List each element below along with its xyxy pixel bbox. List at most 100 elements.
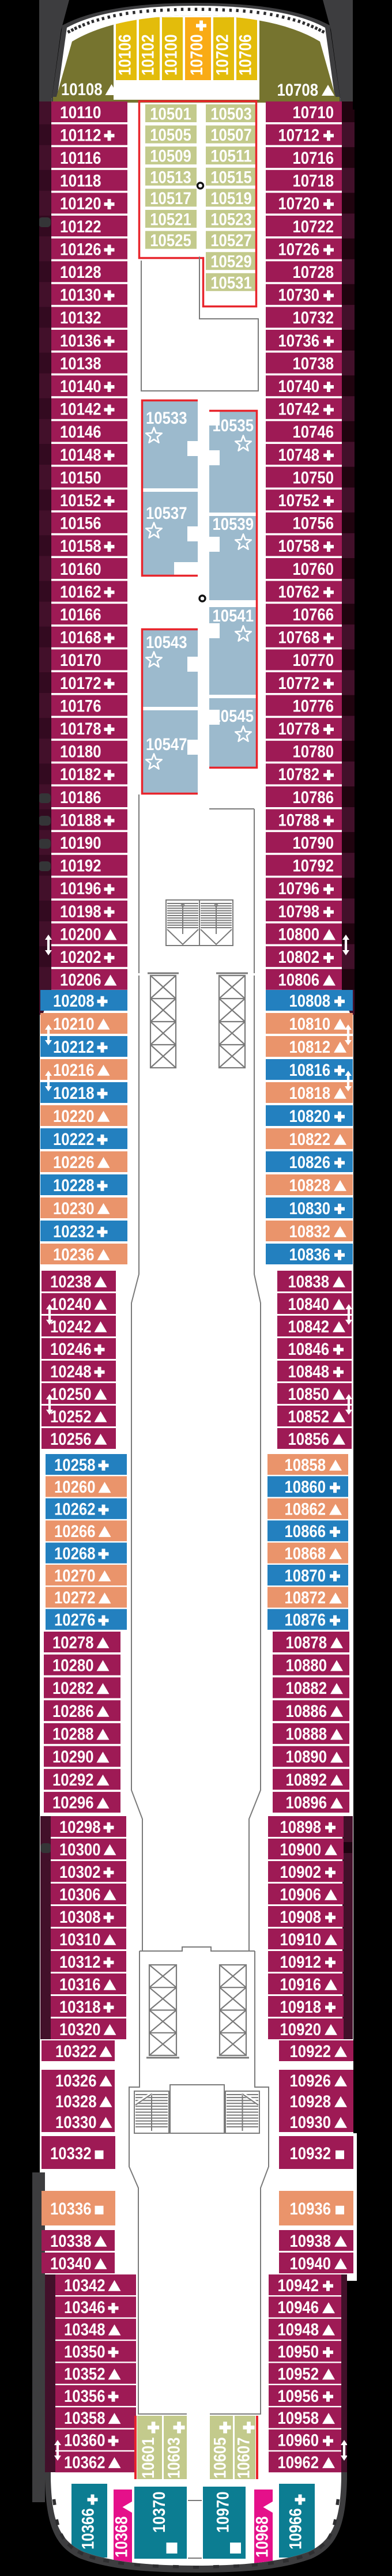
svg-text:10798: 10798	[278, 902, 320, 921]
svg-text:10968: 10968	[253, 2517, 272, 2558]
svg-text:10806: 10806	[278, 971, 320, 990]
svg-text:10942: 10942	[278, 2276, 319, 2295]
svg-text:10822: 10822	[289, 1130, 331, 1149]
svg-text:10928: 10928	[290, 2092, 331, 2111]
svg-text:10748: 10748	[278, 446, 320, 465]
svg-text:10706: 10706	[236, 35, 255, 76]
svg-text:10862: 10862	[285, 1500, 326, 1519]
svg-text:10202: 10202	[60, 948, 101, 967]
svg-text:10832: 10832	[289, 1222, 331, 1241]
svg-text:10360: 10360	[64, 2431, 105, 2450]
svg-text:10946: 10946	[278, 2298, 319, 2317]
svg-text:10308: 10308	[59, 1908, 101, 1927]
svg-text:10126: 10126	[60, 240, 101, 259]
svg-text:10150: 10150	[60, 468, 101, 487]
svg-text:10240: 10240	[50, 1295, 92, 1314]
svg-text:10292: 10292	[52, 1771, 94, 1790]
svg-text:10926: 10926	[290, 2072, 331, 2091]
svg-text:10112: 10112	[60, 126, 101, 145]
svg-text:10539: 10539	[213, 515, 254, 534]
svg-text:10336: 10336	[50, 2200, 92, 2219]
svg-text:10908: 10908	[280, 1908, 322, 1927]
svg-text:10501: 10501	[150, 105, 191, 124]
svg-text:10236: 10236	[53, 1245, 95, 1264]
svg-text:10282: 10282	[52, 1679, 94, 1698]
svg-text:10256: 10256	[50, 1430, 92, 1449]
svg-text:10910: 10910	[280, 1930, 322, 1949]
svg-text:10547: 10547	[146, 735, 187, 754]
svg-text:10818: 10818	[289, 1084, 331, 1103]
svg-text:10152: 10152	[60, 491, 101, 510]
svg-text:10762: 10762	[278, 582, 320, 601]
svg-text:10310: 10310	[59, 1930, 101, 1949]
svg-text:10850: 10850	[288, 1385, 330, 1404]
svg-text:10507: 10507	[210, 126, 252, 145]
svg-text:10770: 10770	[293, 651, 334, 670]
svg-text:10362: 10362	[64, 2453, 105, 2472]
svg-text:10966: 10966	[287, 2509, 306, 2550]
svg-text:10300: 10300	[59, 1840, 101, 1859]
svg-text:10521: 10521	[150, 210, 191, 229]
svg-text:10128: 10128	[60, 263, 101, 282]
svg-text:10800: 10800	[278, 925, 320, 944]
svg-text:10856: 10856	[288, 1430, 330, 1449]
svg-text:10170: 10170	[60, 651, 101, 670]
svg-text:10306: 10306	[59, 1885, 101, 1904]
svg-text:10192: 10192	[60, 857, 101, 876]
svg-text:10710: 10710	[293, 103, 334, 122]
svg-text:10828: 10828	[289, 1176, 331, 1195]
svg-text:10892: 10892	[286, 1771, 327, 1790]
svg-text:10196: 10196	[60, 879, 101, 898]
svg-text:10730: 10730	[278, 286, 320, 305]
svg-text:10200: 10200	[60, 925, 101, 944]
svg-text:10922: 10922	[290, 2042, 331, 2061]
svg-text:10118: 10118	[60, 172, 101, 191]
svg-text:10788: 10788	[278, 811, 320, 830]
svg-text:10537: 10537	[146, 504, 187, 523]
svg-text:10601: 10601	[139, 2438, 158, 2479]
svg-text:10268: 10268	[54, 1544, 96, 1563]
svg-text:10322: 10322	[55, 2042, 97, 2061]
svg-text:10776: 10776	[293, 696, 334, 715]
svg-text:10746: 10746	[293, 423, 334, 442]
svg-text:10122: 10122	[60, 217, 101, 236]
svg-text:10276: 10276	[54, 1611, 96, 1630]
svg-text:10718: 10718	[293, 172, 334, 191]
svg-text:10603: 10603	[165, 2438, 184, 2479]
svg-text:10120: 10120	[60, 194, 101, 213]
svg-text:10262: 10262	[54, 1500, 96, 1519]
svg-text:10320: 10320	[59, 2020, 101, 2039]
svg-text:10250: 10250	[50, 1385, 92, 1404]
svg-text:10533: 10533	[146, 409, 187, 428]
svg-text:10370: 10370	[150, 2492, 169, 2533]
svg-text:10162: 10162	[60, 582, 101, 601]
svg-text:10708: 10708	[277, 81, 319, 100]
svg-text:10750: 10750	[293, 468, 334, 487]
svg-text:10758: 10758	[278, 537, 320, 556]
svg-text:10368: 10368	[112, 2517, 131, 2558]
svg-text:10517: 10517	[150, 189, 191, 208]
svg-text:10168: 10168	[60, 628, 101, 647]
svg-text:10511: 10511	[210, 147, 252, 166]
svg-text:10178: 10178	[60, 720, 101, 739]
svg-text:10736: 10736	[278, 332, 320, 351]
svg-text:10900: 10900	[280, 1840, 322, 1859]
svg-text:10330: 10330	[55, 2113, 97, 2132]
svg-text:10132: 10132	[60, 308, 101, 327]
svg-text:10296: 10296	[52, 1794, 94, 1813]
svg-text:10605: 10605	[211, 2438, 230, 2479]
svg-text:10136: 10136	[60, 332, 101, 351]
svg-text:10860: 10860	[285, 1478, 326, 1497]
svg-text:10738: 10738	[293, 354, 334, 373]
svg-text:10772: 10772	[278, 674, 320, 693]
svg-text:10298: 10298	[59, 1818, 101, 1837]
svg-text:10190: 10190	[60, 834, 101, 853]
svg-text:10728: 10728	[293, 263, 334, 282]
svg-text:10938: 10938	[290, 2232, 331, 2251]
svg-text:10740: 10740	[278, 377, 320, 396]
svg-text:10700: 10700	[187, 35, 206, 76]
svg-text:10830: 10830	[289, 1199, 331, 1218]
svg-text:10878: 10878	[286, 1633, 327, 1652]
svg-text:10842: 10842	[288, 1317, 330, 1336]
svg-text:10260: 10260	[54, 1478, 96, 1497]
